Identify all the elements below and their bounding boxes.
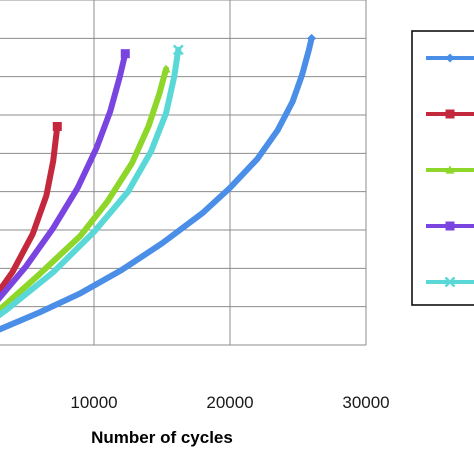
series-5 xyxy=(0,44,184,319)
legend-entry xyxy=(426,165,474,174)
legend-entry xyxy=(426,221,474,231)
legend-entries xyxy=(426,53,474,288)
series-layer xyxy=(0,33,317,333)
series-end-marker xyxy=(52,122,62,131)
series-line xyxy=(0,66,170,314)
legend-entry xyxy=(426,53,474,63)
series-3 xyxy=(0,64,171,314)
x-axis-title: Number of cycles xyxy=(91,428,233,447)
series-1 xyxy=(0,33,317,333)
series-2 xyxy=(0,122,62,295)
legend-swatch-marker xyxy=(445,53,455,63)
series-line xyxy=(0,46,182,319)
series-end-marker xyxy=(307,33,317,43)
x-tick-label: 30000 xyxy=(342,393,389,412)
x-tick-labels: 10000 20000 30000 xyxy=(70,393,389,412)
legend-swatch-marker xyxy=(445,109,455,119)
legend-entry xyxy=(426,276,474,288)
legend-swatch-marker xyxy=(444,276,456,288)
series-end-marker xyxy=(161,64,171,73)
series-line xyxy=(0,35,315,333)
x-tick-label: 10000 xyxy=(70,393,117,412)
series-end-marker xyxy=(120,49,130,59)
series-line xyxy=(0,50,129,302)
legend-swatch-marker xyxy=(445,165,455,174)
legend-entry xyxy=(426,109,474,119)
series-end-marker xyxy=(172,44,184,56)
legend-swatch-marker xyxy=(445,221,455,231)
series-4 xyxy=(0,49,130,302)
x-tick-label: 20000 xyxy=(206,393,253,412)
legend xyxy=(411,30,474,306)
series-line xyxy=(0,123,61,295)
